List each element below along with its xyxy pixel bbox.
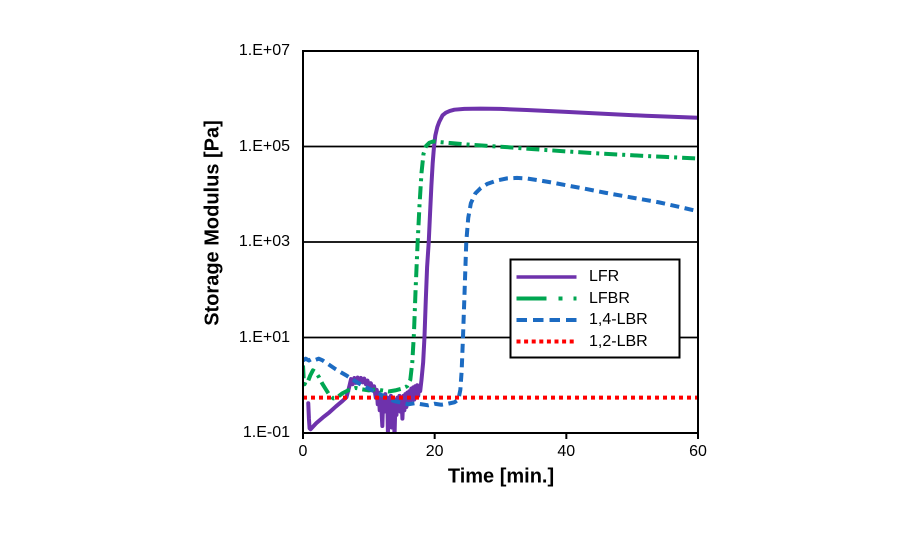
x-tick-label-20: 20 bbox=[425, 443, 444, 460]
y-tick-label-1e5: 1.E+05 bbox=[238, 137, 290, 155]
x-axis-title: Time [min.] bbox=[447, 465, 555, 488]
legend-label-lfbr: LFBR bbox=[589, 289, 630, 307]
x-tick-label-60: 60 bbox=[689, 443, 707, 460]
y-tick-label-1e-1: 1.E-01 bbox=[242, 424, 290, 441]
x-tick-label-40: 40 bbox=[557, 443, 576, 460]
plot-border bbox=[302, 50, 699, 434]
y-tick-label-1e3: 1.E+03 bbox=[238, 233, 290, 250]
legend-box bbox=[509, 258, 681, 359]
y-tick-label-1e7: 1.E+07 bbox=[238, 42, 290, 59]
series-lines bbox=[303, 106, 698, 433]
series-line-LFBR bbox=[303, 139, 698, 401]
series-line-1,4-LBR bbox=[303, 175, 698, 408]
legend-label-12lbr: 1,2-LBR bbox=[589, 332, 648, 350]
series-line-LFR bbox=[306, 106, 698, 433]
y-axis-title: Storage Modulus [Pa] bbox=[201, 120, 224, 326]
legend-label-lfr: LFR bbox=[589, 268, 620, 285]
plot-border-rect bbox=[302, 50, 699, 434]
axis-tick-marks bbox=[302, 433, 699, 439]
y-tick-label-1e1: 1.E+01 bbox=[238, 328, 290, 346]
legend-label-14lbr: 1,4-LBR bbox=[589, 311, 648, 328]
x-tick-label-0: 0 bbox=[298, 443, 308, 460]
